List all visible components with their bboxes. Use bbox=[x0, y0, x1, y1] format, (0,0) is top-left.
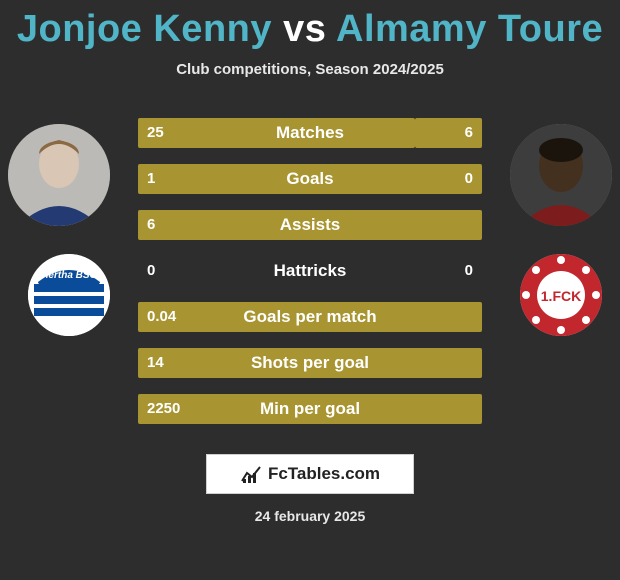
svg-text:Hertha BSC: Hertha BSC bbox=[41, 270, 97, 281]
stat-value-left: 0 bbox=[138, 256, 164, 286]
stat-value-right: 0 bbox=[456, 164, 482, 194]
stat-value-left: 6 bbox=[138, 210, 164, 240]
club2-logo: 1.FCK bbox=[520, 254, 602, 336]
stat-label: Shots per goal bbox=[138, 348, 482, 378]
subtitle: Club competitions, Season 2024/2025 bbox=[0, 61, 620, 78]
stat-value-left: 2250 bbox=[138, 394, 189, 424]
player2-name: Almamy Toure bbox=[336, 8, 603, 50]
stat-label: Goals bbox=[138, 164, 482, 194]
player1-avatar bbox=[8, 124, 110, 226]
stat-row: Matches25 6 bbox=[138, 118, 482, 148]
stat-rows: Matches256Goals10Assists6Hattricks00Goal… bbox=[138, 118, 482, 440]
club1-logo: Hertha BSC bbox=[28, 254, 110, 336]
stat-value-left: 25 bbox=[138, 118, 173, 148]
stat-value-right: 6 bbox=[456, 118, 482, 148]
stat-row: Hattricks0 0 bbox=[138, 256, 482, 286]
stat-row: Goals per match0.04 bbox=[138, 302, 482, 332]
stat-value-left: 1 bbox=[138, 164, 164, 194]
stat-label: Hattricks bbox=[138, 256, 482, 286]
footer-date: 24 february 2025 bbox=[0, 508, 620, 524]
vs-text: vs bbox=[283, 8, 326, 50]
comparison-title: Jonjoe Kenny vs Almamy Toure bbox=[0, 0, 620, 51]
svg-text:1.FCK: 1.FCK bbox=[541, 288, 581, 304]
stat-row: Shots per goal14 bbox=[138, 348, 482, 378]
footer-badge: FcTables.com bbox=[206, 454, 414, 494]
stat-value-left: 14 bbox=[138, 348, 173, 378]
stat-value-left: 0.04 bbox=[138, 302, 185, 332]
player2-avatar bbox=[510, 124, 612, 226]
fctables-icon bbox=[240, 463, 262, 485]
stat-label: Goals per match bbox=[138, 302, 482, 332]
stat-value-right: 0 bbox=[456, 256, 482, 286]
stat-label: Assists bbox=[138, 210, 482, 240]
stat-label: Min per goal bbox=[138, 394, 482, 424]
stat-label: Matches bbox=[138, 118, 482, 148]
comparison-content: Hertha BSC 1.FCK Matches25 6 Goals1 0 Assist… bbox=[0, 106, 620, 436]
stat-row: Goals1 0 bbox=[138, 164, 482, 194]
player1-name: Jonjoe Kenny bbox=[17, 8, 272, 50]
stat-row: Assists6 bbox=[138, 210, 482, 240]
stat-row: Min per goal2250 bbox=[138, 394, 482, 424]
footer-brand: FcTables.com bbox=[268, 464, 380, 484]
